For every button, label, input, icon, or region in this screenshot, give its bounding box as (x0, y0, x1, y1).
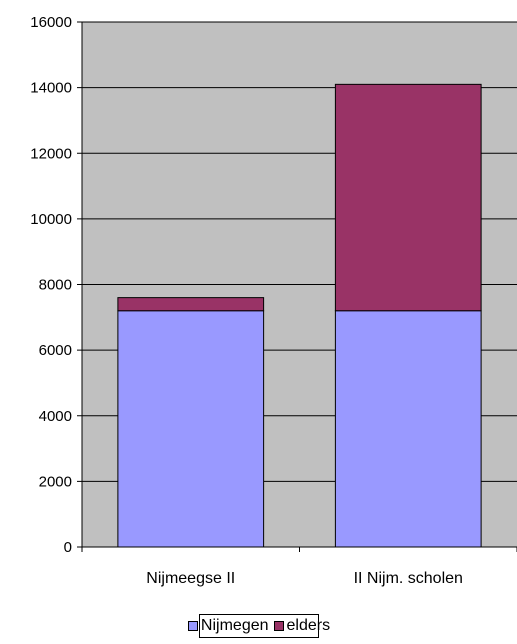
y-tick-label-6000: 6000 (39, 342, 72, 359)
y-tick-labels: 0 2000 4000 6000 8000 10000 12000 14000 16000 (30, 14, 72, 556)
category-label-1: II Nijm. scholen (354, 570, 463, 587)
legend-swatch-nijmegen (187, 621, 198, 631)
y-tick-label-16000: 16000 (30, 14, 72, 31)
legend-swatch-elders (273, 621, 284, 631)
y-tick-label-12000: 12000 (30, 145, 72, 162)
y-tick-label-0: 0 (64, 539, 72, 556)
y-tick-label-14000: 14000 (30, 80, 72, 97)
legend-label-elders: elders (286, 617, 331, 634)
y-tick-label-8000: 8000 (39, 277, 72, 294)
bar-nijmegen-1 (334, 310, 482, 548)
bar-nijmegen-0 (117, 310, 265, 548)
category-label-0: Nijmeegse II (146, 570, 235, 587)
y-tick-label-2000: 2000 (39, 473, 72, 490)
legend: Nijmegen elders (187, 614, 330, 638)
axes (77, 21, 517, 552)
legend-label-nijmegen: Nijmegen (200, 617, 269, 634)
legend-item-elders: elders (273, 617, 331, 635)
bar-elders-1 (334, 83, 482, 312)
bar-elders-0 (117, 297, 265, 312)
y-tick-label-4000: 4000 (39, 408, 72, 425)
x-tick-labels: Nijmeegse II II Nijm. scholen (146, 570, 463, 587)
bars (117, 83, 482, 548)
y-tick-label-10000: 10000 (30, 211, 72, 228)
legend-item-nijmegen: Nijmegen (187, 617, 269, 635)
